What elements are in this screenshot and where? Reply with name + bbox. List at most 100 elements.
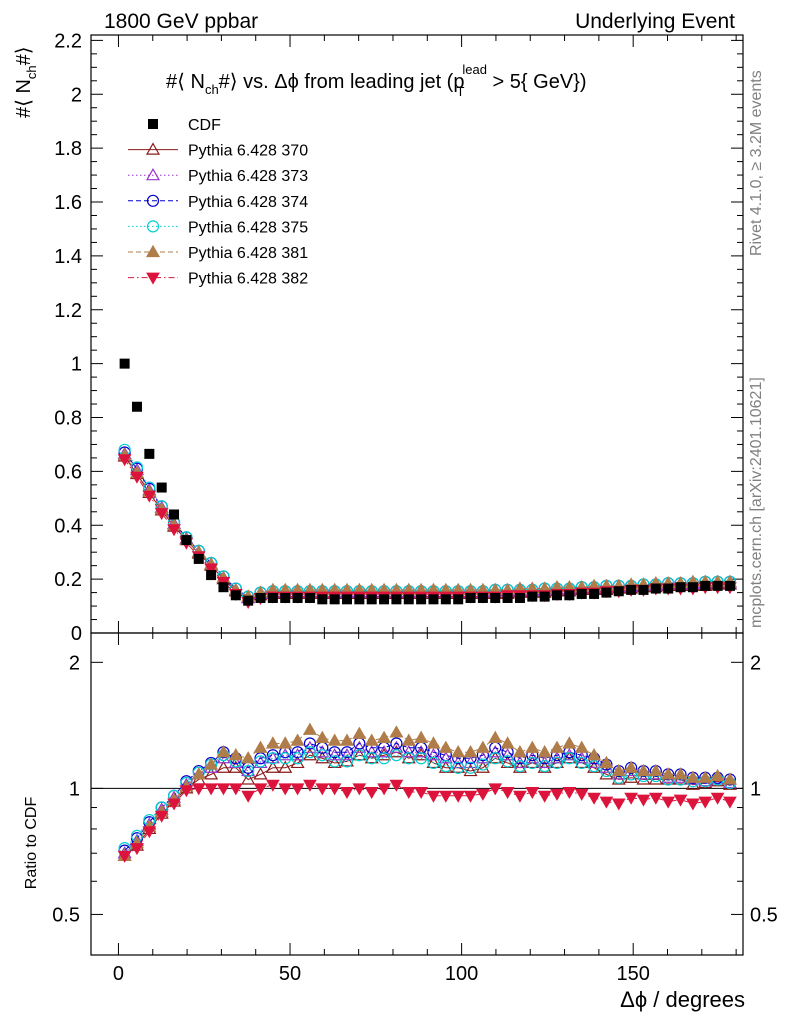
ratio-data-point — [401, 745, 416, 758]
ratio-data-point — [377, 730, 392, 743]
ratio-data-point — [389, 779, 404, 792]
legend-marker — [146, 194, 160, 207]
ratio-data-point — [327, 783, 342, 796]
ratio-data-point — [401, 787, 416, 800]
ratio-data-point — [611, 763, 626, 777]
ratio-data-point — [673, 767, 688, 780]
ratio-data-point — [204, 783, 218, 796]
ratio-data-point — [340, 755, 354, 768]
ratio-data-point — [525, 787, 540, 800]
ratio-data-point — [438, 790, 453, 803]
ratio-data-point — [563, 752, 576, 765]
ratio-data-point — [303, 746, 317, 759]
data-point — [341, 594, 352, 605]
ratio-data-point — [242, 764, 255, 778]
ratio-axes: 0 50 100 150 0.5 0.5 1 1 2 2 — [52, 633, 778, 985]
legend-entry: Pythia 6.428 373 — [188, 168, 308, 185]
data-point — [564, 590, 575, 601]
legend-entry: Pythia 6.428 374 — [188, 194, 308, 211]
ratio-data-point — [500, 736, 515, 749]
ratio-data-point — [253, 740, 268, 753]
ratio-data-point — [526, 756, 539, 770]
y-tick-label: 0.8 — [54, 408, 82, 430]
ratio-data-point — [352, 783, 367, 796]
data-point — [354, 594, 365, 605]
data-point — [465, 592, 476, 603]
ratio-data-point — [266, 752, 279, 765]
data-point — [292, 592, 303, 603]
ratio-data-point — [302, 722, 317, 735]
ratio-data-point — [291, 746, 304, 759]
ratio-data-point — [636, 763, 651, 777]
ratio-data-point — [661, 767, 676, 780]
ratio-data-point — [426, 748, 441, 761]
ratio-data-point — [278, 760, 293, 773]
ratio-data-point — [698, 796, 713, 809]
data-point — [527, 591, 538, 602]
main-series — [117, 358, 737, 610]
legend-marker — [145, 244, 161, 258]
data-point — [154, 508, 169, 521]
data-point — [280, 592, 291, 603]
ratio-data-point — [204, 767, 219, 780]
data-point — [304, 592, 315, 603]
data-point — [552, 590, 563, 601]
ratio-data-point — [266, 779, 280, 792]
ratio-data-point — [513, 760, 527, 773]
data-point — [379, 594, 390, 605]
ratio-data-point — [636, 794, 651, 807]
ratio-data-point — [340, 746, 354, 759]
ratio-data-point — [377, 783, 391, 796]
data-point — [142, 490, 157, 503]
data-point — [428, 594, 439, 605]
ratio-data-point — [463, 745, 478, 758]
ratio-data-point — [475, 760, 490, 773]
ratio-data-point — [476, 788, 490, 801]
ratio-data-point — [117, 850, 132, 863]
data-point — [156, 482, 167, 493]
ratio-y-axis-label: Ratio to CDF — [23, 797, 40, 890]
x-tick-label: 150 — [617, 963, 650, 985]
data-point — [167, 524, 181, 537]
ratio-data-point — [452, 761, 465, 774]
ratio-data-point — [291, 752, 304, 765]
ratio-data-point — [303, 737, 317, 750]
ratio-data-point — [179, 785, 194, 798]
ratio-data-point — [673, 794, 688, 807]
ratio-data-point — [339, 748, 355, 761]
plot-title: #⟨ Nch#⟩ vs. Δϕ from leading jet (pTlead… — [166, 62, 587, 99]
ratio-data-point — [537, 790, 552, 803]
ratio-data-point — [488, 730, 503, 743]
data-point — [700, 580, 711, 591]
data-point — [131, 401, 142, 412]
ratio-data-point — [390, 749, 403, 762]
ratio-data-point — [352, 748, 367, 761]
ratio-data-point — [538, 760, 551, 773]
ratio-data-point — [401, 733, 416, 746]
ratio-data-point — [414, 745, 429, 758]
ratio-data-point — [315, 783, 330, 796]
ratio-data-point — [475, 740, 490, 753]
ratio-data-point — [587, 760, 601, 773]
ratio-data-point — [302, 748, 317, 761]
ratio-data-point — [562, 748, 577, 761]
y-tick-label: 1.4 — [54, 246, 82, 268]
ratio-data-point — [279, 752, 292, 765]
ratio-data-point — [550, 756, 564, 770]
ratio-data-point — [377, 745, 392, 758]
ratio-data-point — [142, 826, 157, 839]
ratio-data-point — [328, 755, 341, 768]
ratio-data-point — [364, 733, 379, 746]
ratio-data-point — [685, 770, 700, 783]
ratio-data-point — [266, 749, 279, 762]
ratio-data-point — [451, 790, 466, 803]
ratio-data-point — [191, 767, 206, 780]
legend-marker — [146, 272, 160, 285]
ratio-data-point — [414, 787, 428, 800]
ratio-data-point — [562, 736, 577, 749]
data-point — [144, 448, 155, 459]
legend-entry: CDF — [188, 117, 221, 134]
data-point — [502, 592, 513, 603]
ratio-data-point — [328, 746, 341, 759]
